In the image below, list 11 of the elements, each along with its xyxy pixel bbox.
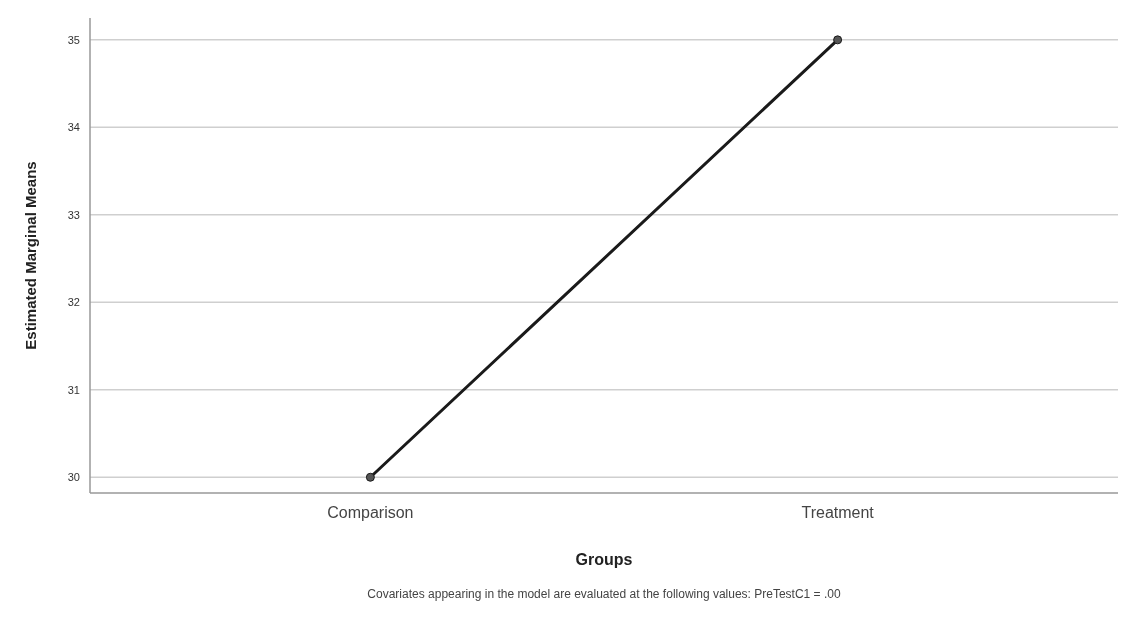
x-tick-label: Treatment: [801, 504, 875, 521]
y-tick-label: 31: [67, 383, 80, 396]
y-tick-label: 33: [67, 208, 80, 221]
text: Covariates appearing in the model are evaluated at the following values: PreTestC1 = .00: [367, 587, 841, 601]
y-tick-label: 34: [67, 121, 80, 134]
x-axis-title: Groups: [575, 551, 633, 568]
y-axis-title: Estimated Marginal Means: [22, 161, 39, 350]
y-tick-label: 35: [67, 33, 80, 46]
y-tick-label: 30: [67, 471, 80, 484]
y-tick-label: 32: [67, 296, 80, 309]
x-tick-label: Comparison: [327, 504, 414, 521]
